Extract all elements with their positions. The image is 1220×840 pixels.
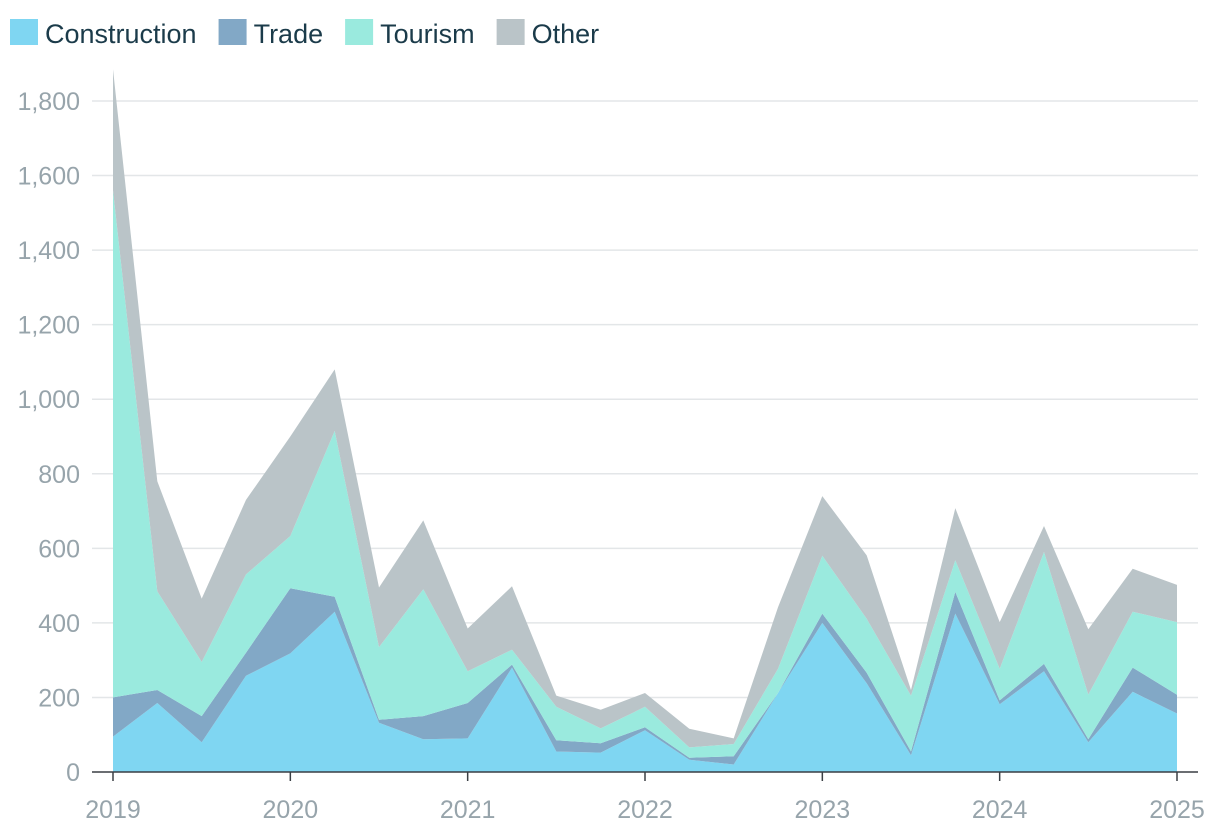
y-tick-label: 1,600 bbox=[17, 163, 80, 191]
legend-item-construction[interactable]: Construction bbox=[10, 19, 197, 49]
legend-swatch bbox=[218, 19, 247, 45]
area-trade bbox=[113, 588, 1177, 765]
legend-item-tourism[interactable]: Tourism bbox=[345, 19, 475, 49]
x-tick-label: 2022 bbox=[617, 796, 673, 824]
x-tick-label: 2020 bbox=[263, 796, 319, 824]
y-tick-label: 200 bbox=[38, 684, 80, 712]
legend-label: Other bbox=[532, 19, 600, 49]
y-tick-label: 800 bbox=[38, 461, 80, 489]
y-tick-label: 1,800 bbox=[17, 88, 80, 116]
legend-label: Trade bbox=[254, 19, 324, 49]
area-tourism bbox=[113, 190, 1177, 758]
legend-swatch bbox=[345, 19, 374, 45]
legend-swatch bbox=[10, 19, 38, 45]
y-tick-label: 0 bbox=[66, 759, 80, 787]
area-construction bbox=[113, 611, 1177, 772]
legend: Construction Trade Tourism Other bbox=[10, 19, 599, 49]
y-tick-label: 1,400 bbox=[17, 237, 80, 265]
legend-label: Construction bbox=[45, 19, 197, 49]
area-other bbox=[113, 69, 1177, 748]
legend-item-other[interactable]: Other bbox=[496, 19, 600, 49]
x-tick-label: 2025 bbox=[1149, 796, 1205, 824]
x-tick-label: 2021 bbox=[440, 796, 496, 824]
axes: 0 200 400 600 800 1,000 1,200 1,400 1,600 1,800 20… bbox=[17, 88, 1204, 824]
y-tick-label: 1,000 bbox=[17, 386, 80, 414]
area-series bbox=[113, 69, 1177, 772]
legend-label: Tourism bbox=[380, 19, 475, 49]
x-tick-label: 2019 bbox=[85, 796, 141, 824]
y-tick-label: 400 bbox=[38, 610, 80, 638]
x-tick-label: 2024 bbox=[972, 796, 1028, 824]
y-tick-label: 600 bbox=[38, 535, 80, 563]
legend-swatch bbox=[496, 19, 525, 45]
x-tick-label: 2023 bbox=[795, 796, 851, 824]
y-tick-label: 1,200 bbox=[17, 312, 80, 340]
legend-item-trade[interactable]: Trade bbox=[218, 19, 324, 49]
